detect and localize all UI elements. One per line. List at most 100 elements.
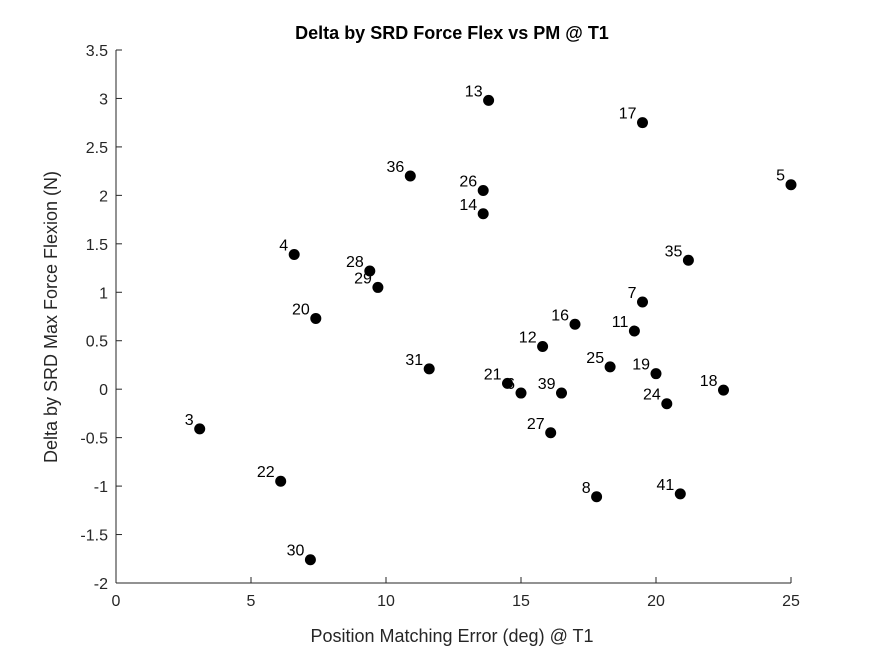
point-marker <box>785 179 797 191</box>
point-marker <box>310 312 322 324</box>
point-label: 8 <box>582 480 591 497</box>
point-label: 5 <box>776 168 785 185</box>
point-marker <box>591 491 603 503</box>
point-label: 19 <box>632 357 650 374</box>
point-marker <box>628 325 640 337</box>
point-marker <box>404 170 416 182</box>
point-marker <box>650 368 662 380</box>
point-label: 20 <box>292 301 310 318</box>
x-tick-label: 20 <box>647 593 665 610</box>
chart-title: Delta by SRD Force Flex vs PM @ T1 <box>295 23 609 43</box>
point-label: 11 <box>612 314 629 331</box>
y-axis-label: Delta by SRD Max Force Flexion (N) <box>41 171 61 463</box>
point-marker <box>423 363 435 375</box>
axes: 0 5 10 15 20 25 -2 -1.5 -1 -0.5 0 0.5 1 1.5 2 2.5 3 3.5 <box>80 43 800 610</box>
point-marker <box>718 384 729 396</box>
data-point: 19 <box>632 357 662 380</box>
data-point: 5 <box>776 168 797 191</box>
point-marker <box>545 427 557 439</box>
point-marker <box>477 208 489 220</box>
point-marker <box>682 254 694 266</box>
data-point: 30 <box>287 543 316 566</box>
point-label: 28 <box>346 254 364 271</box>
point-marker <box>674 488 686 500</box>
data-point: 20 <box>292 301 322 324</box>
data-point: 7 <box>628 285 648 308</box>
x-tick-label: 5 <box>247 593 256 610</box>
point-marker <box>637 117 648 129</box>
point-label: 12 <box>519 330 537 347</box>
point-label: 24 <box>643 387 661 404</box>
point-label: 41 <box>657 477 675 494</box>
y-tick-label: -1.5 <box>80 528 108 545</box>
point-marker <box>556 387 567 399</box>
x-tick-label: 25 <box>782 593 800 610</box>
point-label: 31 <box>405 352 423 369</box>
data-point: 31 <box>405 352 435 375</box>
data-point: 35 <box>665 243 694 266</box>
data-point: 29 <box>354 270 384 293</box>
data-point: 21 <box>484 366 513 389</box>
point-marker <box>604 361 616 373</box>
data-point: 17 <box>619 106 648 129</box>
data-point: 16 <box>551 307 581 330</box>
data-point: 11 <box>612 314 640 337</box>
y-tick-label: 2 <box>99 188 108 205</box>
point-marker <box>194 423 206 435</box>
data-point: 28 <box>346 254 376 277</box>
point-marker <box>661 398 673 410</box>
data-point: 27 <box>527 416 557 439</box>
point-marker <box>304 554 316 566</box>
point-label: 26 <box>459 174 477 191</box>
point-label: 27 <box>527 416 545 433</box>
data-point: 6 <box>506 376 527 399</box>
data-point: 14 <box>459 197 489 220</box>
data-point: 39 <box>538 376 567 399</box>
data-point: 26 <box>459 174 489 197</box>
data-point: 41 <box>657 477 686 500</box>
data-point: 22 <box>257 464 287 487</box>
data-point: 24 <box>643 387 673 410</box>
y-tick-label: 1.5 <box>86 237 108 254</box>
point-marker <box>364 265 376 277</box>
point-marker <box>288 248 300 260</box>
data-point: 8 <box>582 480 603 503</box>
point-label: 18 <box>700 373 718 390</box>
point-label: 25 <box>586 350 604 367</box>
point-marker <box>483 94 495 106</box>
data-point: 12 <box>519 330 549 353</box>
x-tick-label: 15 <box>512 593 530 610</box>
y-tick-label: -2 <box>94 576 108 593</box>
point-marker <box>275 475 287 487</box>
data-point: 4 <box>279 237 300 260</box>
point-label: 3 <box>185 412 194 429</box>
point-label: 16 <box>551 307 569 324</box>
data-point: 18 <box>700 373 729 396</box>
point-label: 35 <box>665 243 683 260</box>
point-label: 4 <box>279 237 288 254</box>
y-tick-label: 0 <box>99 382 108 399</box>
y-tick-label: 1 <box>99 285 108 302</box>
point-label: 6 <box>506 376 515 393</box>
y-tick-label: 0.5 <box>86 334 108 351</box>
point-label: 13 <box>465 83 483 100</box>
y-tick-label: 3.5 <box>86 43 108 60</box>
y-tick-label: 2.5 <box>86 140 108 157</box>
point-marker <box>569 318 581 330</box>
y-tick-label: 3 <box>99 91 108 108</box>
x-tick-label: 10 <box>377 593 395 610</box>
data-point: 25 <box>586 350 616 373</box>
point-marker <box>637 296 648 308</box>
y-tick-label: -1 <box>94 479 108 496</box>
data-point: 36 <box>387 159 416 182</box>
x-axis-label: Position Matching Error (deg) @ T1 <box>310 626 593 646</box>
point-marker <box>515 387 527 399</box>
point-label: 29 <box>354 270 372 287</box>
point-label: 39 <box>538 376 556 393</box>
point-marker <box>372 281 384 293</box>
x-tick-label: 0 <box>112 593 121 610</box>
y-tick-label: -0.5 <box>80 431 108 448</box>
point-label: 17 <box>619 106 637 123</box>
